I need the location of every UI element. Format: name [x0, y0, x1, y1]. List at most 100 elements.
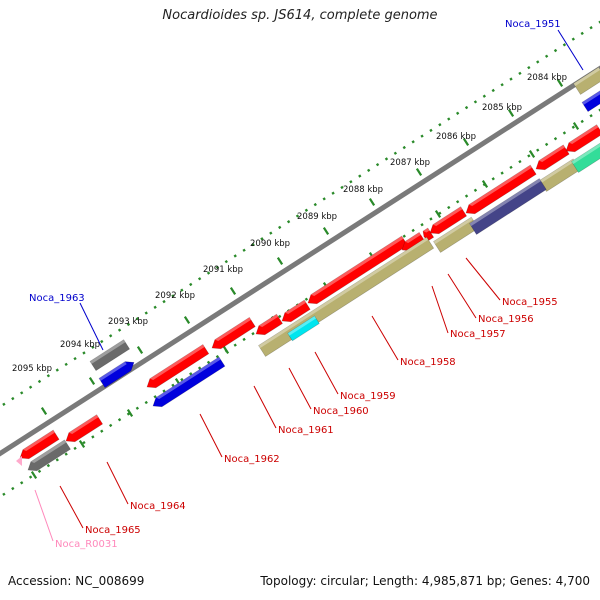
scale-dot — [20, 391, 24, 395]
gene-highlight — [287, 315, 317, 336]
gene-red-12[interactable] — [535, 144, 570, 171]
scale-dot — [82, 351, 86, 355]
gene-body — [565, 124, 600, 153]
gene-gray-1[interactable] — [27, 439, 71, 472]
scale-dot — [447, 205, 451, 210]
gene-highlight — [68, 414, 99, 434]
scale-dot — [2, 402, 6, 406]
scale-dot — [91, 435, 95, 439]
scale-dot — [28, 475, 33, 479]
gene-gray-2[interactable] — [89, 339, 131, 372]
scale-label: 2094 kbp — [60, 340, 100, 350]
gene-label[interactable]: Noca_1959 — [340, 391, 396, 402]
scale-dot — [331, 191, 335, 195]
scale-tick — [572, 122, 580, 130]
gene-highlight — [99, 361, 127, 381]
scale-tick — [322, 227, 330, 235]
gene-blue-2[interactable] — [98, 361, 135, 389]
gene-red-6[interactable] — [281, 299, 311, 323]
gene-tan-1[interactable] — [258, 236, 435, 357]
scale-dot — [500, 171, 504, 175]
scale-dot — [349, 180, 353, 184]
gene-cyan-1[interactable] — [287, 315, 320, 342]
gene-highlight — [284, 300, 306, 314]
gene-label[interactable]: Noca_R0031 — [55, 539, 118, 550]
rna-feature[interactable] — [16, 456, 22, 466]
scale-dot — [153, 305, 157, 309]
scale-dot — [55, 458, 59, 462]
gene-body — [535, 144, 570, 171]
scale-dot — [500, 83, 504, 87]
scale-dot — [269, 231, 273, 235]
gene-red-9[interactable] — [422, 227, 435, 241]
scale-dot — [464, 105, 469, 110]
scale-tick — [481, 180, 489, 188]
scale-dot — [20, 481, 24, 485]
gene-red-5[interactable] — [255, 313, 283, 336]
gene-label[interactable]: Noca_1963 — [29, 293, 85, 304]
scale-tick — [229, 287, 237, 295]
gene-label-leader — [288, 367, 312, 410]
gene-label[interactable]: Noca_1957 — [450, 329, 506, 340]
gene-label[interactable]: Noca_1962 — [224, 454, 280, 465]
gene-label[interactable]: Noca_1961 — [278, 425, 334, 436]
scale-dot — [144, 311, 148, 315]
gene-red-7[interactable] — [307, 235, 409, 305]
gene-tan-4[interactable] — [573, 66, 600, 95]
gene-red-3[interactable] — [146, 344, 210, 389]
scale-dot — [571, 37, 575, 41]
gene-body — [152, 356, 226, 408]
gene-red-4[interactable] — [211, 316, 256, 350]
scale-dot — [580, 31, 584, 36]
scale-dot — [206, 360, 211, 365]
scale-dot — [251, 242, 255, 247]
scale-tick — [78, 440, 86, 448]
gene-red-2[interactable] — [65, 414, 104, 443]
scale-tick — [136, 346, 144, 354]
gene-highlight — [582, 90, 600, 105]
scale-tick — [30, 471, 38, 479]
gene-body — [422, 227, 435, 241]
scale-tick — [222, 346, 230, 354]
gene-red-10[interactable] — [429, 206, 468, 235]
scale-dot — [491, 88, 495, 93]
scale-dot — [482, 94, 486, 98]
gene-label[interactable]: Noca_1951 — [505, 19, 561, 30]
gene-red-1[interactable] — [19, 429, 60, 460]
scale-dot — [447, 117, 451, 121]
gene-label[interactable]: Noca_1965 — [85, 525, 141, 536]
scale-dot — [135, 317, 140, 321]
gene-label[interactable]: Noca_1956 — [478, 314, 534, 325]
gene-label[interactable]: Noca_1960 — [313, 406, 369, 417]
gene-blue-3[interactable] — [581, 90, 600, 113]
scale-dot — [340, 185, 344, 190]
scale-dot — [286, 220, 291, 224]
gene-label-leader — [59, 485, 84, 529]
gene-label[interactable]: Noca_1964 — [130, 501, 186, 512]
gene-highlight — [155, 357, 221, 399]
scale-dot — [162, 389, 166, 393]
gene-highlight — [258, 314, 279, 327]
scale-dot — [153, 395, 157, 399]
scale-dot — [553, 137, 558, 141]
scale-dot — [215, 354, 220, 359]
gene-label[interactable]: Noca_1958 — [400, 357, 456, 368]
gene-highlight — [22, 430, 55, 451]
scale-dot — [562, 43, 567, 47]
gene-blue-1[interactable] — [152, 356, 226, 408]
scale-tick — [126, 409, 134, 417]
scale-dot — [527, 65, 531, 70]
scale-dot — [189, 372, 193, 376]
gene-label[interactable]: Noca_1955 — [502, 297, 558, 308]
gene-green-1[interactable] — [571, 140, 600, 173]
gene-red-13[interactable] — [565, 124, 600, 153]
scale-dot — [37, 469, 42, 473]
scale-dot — [411, 228, 415, 233]
gene-label-leader — [34, 489, 54, 542]
scale-tick — [415, 168, 423, 176]
gene-red-11[interactable] — [465, 164, 537, 215]
gene-highlight — [433, 217, 473, 245]
scale-tick — [528, 150, 536, 158]
gene-navy-1[interactable] — [469, 178, 547, 235]
